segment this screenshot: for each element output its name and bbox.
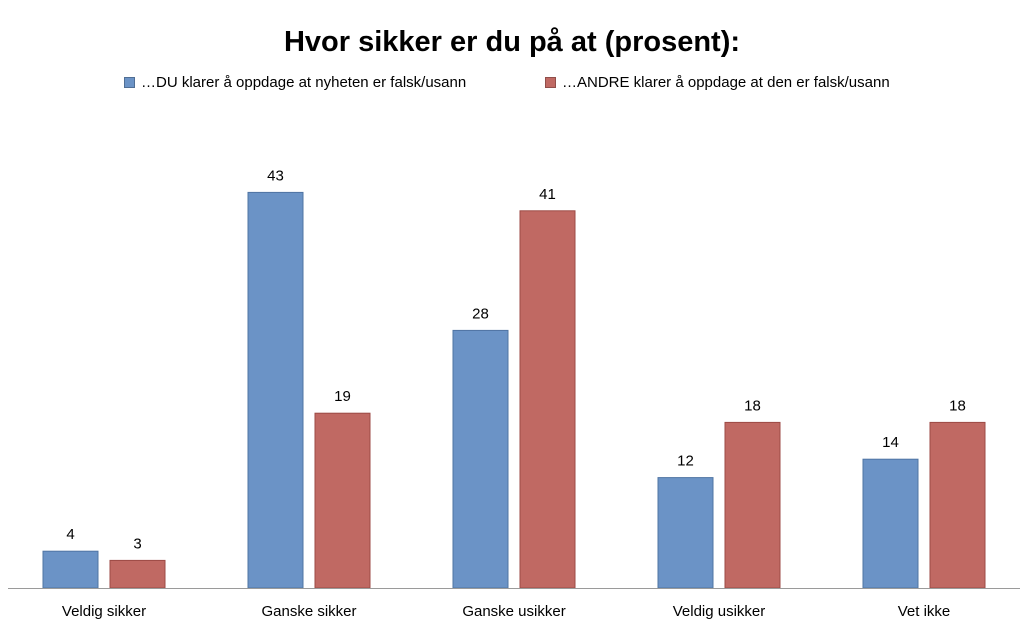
- data-label-andre-1: 3: [133, 535, 141, 552]
- bar-du-5: [862, 458, 919, 589]
- legend-swatch-andre: [545, 77, 556, 88]
- bar-du-1: [42, 550, 99, 589]
- data-label-andre-3: 41: [539, 186, 556, 203]
- bar-du-4: [657, 477, 714, 589]
- bar-andre-4: [724, 421, 781, 589]
- chart-legend: …DU klarer å oppdage at nyheten er falsk…: [0, 74, 1024, 96]
- data-label-andre-2: 19: [334, 388, 351, 405]
- legend-item-du: …DU klarer å oppdage at nyheten er falsk…: [124, 74, 466, 91]
- chart-title: Hvor sikker er du på at (prosent):: [283, 26, 741, 58]
- category-label-2: Ganske sikker: [261, 603, 356, 620]
- data-label-du-3: 28: [472, 305, 489, 322]
- bar-du-2: [247, 191, 304, 589]
- bar-du-3: [452, 329, 509, 589]
- category-label-4: Veldig usikker: [673, 603, 766, 620]
- data-label-du-2: 43: [267, 167, 284, 184]
- bar-andre-5: [929, 421, 986, 589]
- data-label-andre-5: 18: [949, 397, 966, 414]
- legend-swatch-du: [124, 77, 135, 88]
- legend-label-andre: …ANDRE klarer å oppdage at den er falsk/…: [562, 74, 890, 91]
- data-label-du-1: 4: [66, 526, 74, 543]
- data-label-andre-4: 18: [744, 397, 761, 414]
- legend-label-du: …DU klarer å oppdage at nyheten er falsk…: [141, 74, 467, 91]
- legend-item-andre: …ANDRE klarer å oppdage at den er falsk/…: [545, 74, 890, 91]
- category-label-5: Vet ikke: [898, 603, 951, 620]
- category-label-1: Veldig sikker: [62, 603, 146, 620]
- data-label-du-4: 12: [677, 453, 694, 470]
- data-label-du-5: 14: [882, 434, 899, 451]
- bar-andre-2: [314, 412, 371, 589]
- bar-andre-1: [109, 559, 166, 589]
- bar-andre-3: [519, 210, 576, 589]
- category-label-3: Ganske usikker: [462, 603, 565, 620]
